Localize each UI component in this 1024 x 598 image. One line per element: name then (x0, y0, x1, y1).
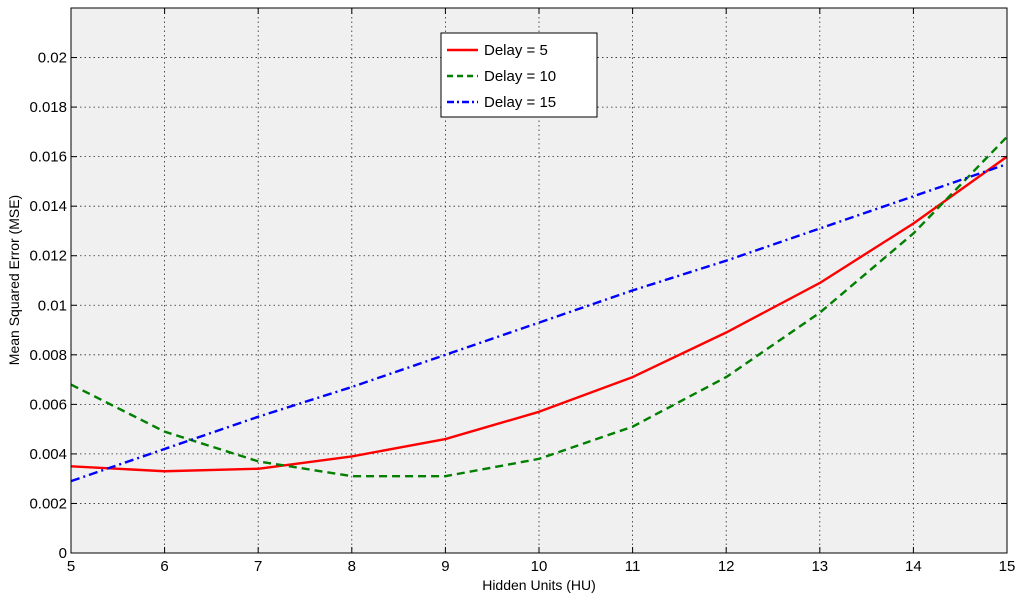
y-tick-label: 0.004 (29, 446, 67, 463)
x-tick-label: 15 (999, 558, 1016, 575)
x-tick-label: 6 (160, 558, 168, 575)
y-tick-label: 0.014 (29, 198, 67, 215)
y-tick-label: 0.006 (29, 396, 67, 413)
y-tick-label: 0.012 (29, 248, 67, 265)
y-tick-label: 0.016 (29, 149, 67, 166)
series-line-2 (70, 135, 1008, 478)
x-tick-label: 7 (254, 558, 262, 575)
y-tick-label: 0 (59, 545, 67, 562)
y-tick-label: 0.008 (29, 347, 67, 364)
series-line-3 (70, 162, 1008, 483)
legend-label-2: Delay = 10 (484, 68, 556, 85)
x-tick-label: 5 (67, 558, 75, 575)
legend-label-1: Delay = 5 (484, 42, 548, 59)
y-axis-title: Mean Squared Error (MSE) (6, 195, 22, 365)
ticks (70, 8, 1008, 554)
x-tick-label: 10 (531, 558, 548, 575)
series-layer (70, 135, 1008, 483)
legend-label-3: Delay = 15 (484, 94, 556, 111)
x-tick-label: 12 (718, 558, 735, 575)
x-tick-label: 9 (441, 558, 449, 575)
x-tick-labels: 5 6 7 8 9 10 11 12 13 14 15 (67, 558, 1016, 575)
x-axis-title: Hidden Units (HU) (482, 577, 596, 593)
y-tick-label: 0.01 (38, 297, 67, 314)
y-tick-labels: 0 0.002 0.004 0.006 0.008 0.01 0.012 0.014 0.016… (29, 50, 67, 562)
y-tick-label: 0.02 (38, 50, 67, 67)
y-tick-label: 0.018 (29, 99, 67, 116)
x-tick-label: 11 (625, 558, 641, 575)
series-line-1 (70, 155, 1008, 473)
x-tick-label: 14 (905, 558, 922, 575)
x-tick-label: 13 (811, 558, 828, 575)
y-tick-label: 0.002 (29, 495, 67, 512)
x-tick-label: 8 (348, 558, 356, 575)
legend: Delay = 5 Delay = 10 Delay = 15 (440, 32, 598, 118)
